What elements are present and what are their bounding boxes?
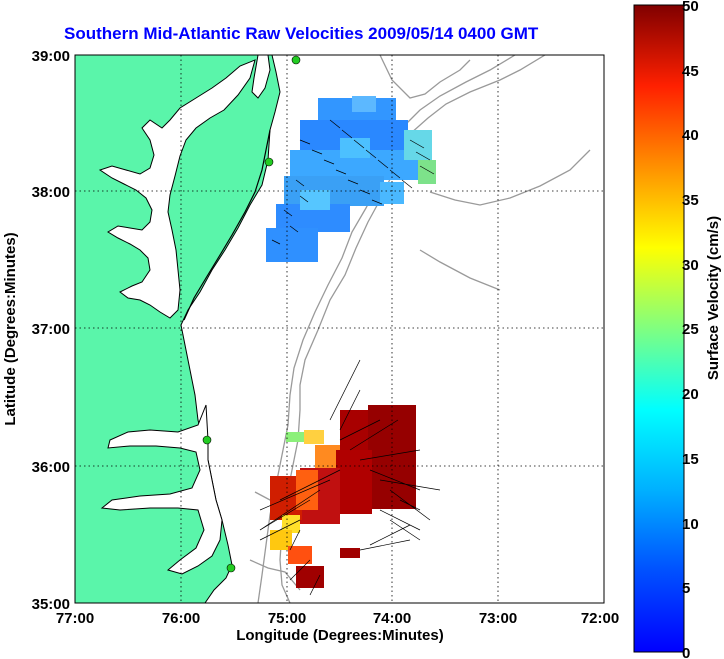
x-tick-label: 75:00 [268, 610, 306, 627]
y-tick-label: 39:00 [32, 48, 70, 65]
x-tick-label: 72:00 [581, 610, 619, 627]
plot-frame [74, 54, 605, 604]
chesapeake-bay [98, 59, 256, 319]
colorbar-tick-label: 45 [682, 63, 699, 80]
y-axis-label: Latitude (Degrees:Minutes) [2, 232, 19, 425]
colorbar-label: Surface Velocity (cm/s) [705, 216, 722, 380]
x-axis-ticks: 77:00 76:00 75:00 74:00 73:00 72:00 [56, 610, 619, 627]
colorbar-tick-label: 40 [682, 127, 699, 144]
colorbar-ticks: 50 45 40 35 30 25 20 15 10 5 0 [682, 0, 699, 659]
colorbar-tick-label: 35 [682, 192, 699, 209]
coastline-delmarva [183, 129, 271, 321]
delaware-bay [251, 55, 271, 99]
colorbar-tick-label: 10 [682, 516, 699, 533]
colorbar-tick-label: 20 [682, 386, 699, 403]
x-axis-label: Longitude (Degrees:Minutes) [236, 627, 444, 644]
radar-stations [202, 55, 301, 573]
y-tick-label: 35:00 [32, 596, 70, 613]
grid-lines [75, 55, 604, 603]
colorbar-tick-label: 25 [682, 321, 699, 338]
colorbar-tick-label: 30 [682, 257, 699, 274]
chart-title: Southern Mid-Atlantic Raw Velocities 200… [64, 24, 539, 43]
y-tick-label: 38:00 [32, 184, 70, 201]
velocity-vectors [259, 119, 441, 596]
colorbar-tick-label: 5 [682, 580, 690, 597]
y-tick-label: 37:00 [32, 321, 70, 338]
x-tick-label: 77:00 [56, 610, 94, 627]
colorbar-tick-label: 50 [682, 0, 699, 15]
colorbar-tick-label: 15 [682, 451, 699, 468]
y-axis-ticks: 39:00 38:00 37:00 36:00 35:00 [32, 48, 70, 613]
x-tick-label: 74:00 [373, 610, 411, 627]
x-tick-label: 73:00 [479, 610, 517, 627]
y-tick-label: 36:00 [32, 459, 70, 476]
pamlico-sound [100, 404, 223, 575]
x-tick-label: 76:00 [162, 610, 200, 627]
colorbar [633, 4, 685, 653]
colorbar-tick-label: 0 [682, 645, 690, 659]
